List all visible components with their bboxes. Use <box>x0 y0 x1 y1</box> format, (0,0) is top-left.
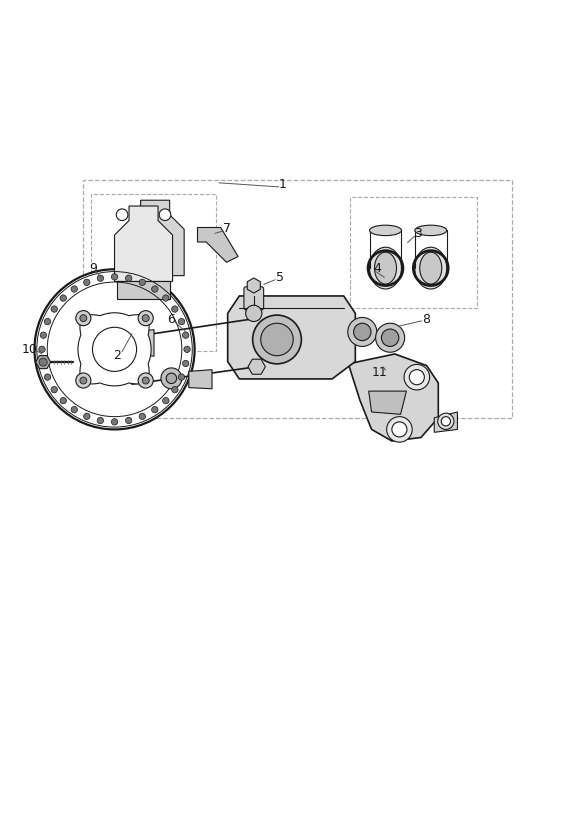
Circle shape <box>171 306 178 312</box>
Circle shape <box>76 373 91 388</box>
Polygon shape <box>78 313 151 386</box>
Circle shape <box>80 377 87 384</box>
Polygon shape <box>198 227 238 262</box>
Circle shape <box>245 305 262 321</box>
Polygon shape <box>368 391 406 414</box>
Circle shape <box>125 275 132 281</box>
Circle shape <box>138 373 153 388</box>
Circle shape <box>44 374 51 381</box>
Circle shape <box>184 346 190 353</box>
Circle shape <box>409 370 424 385</box>
Circle shape <box>76 311 91 325</box>
Circle shape <box>125 417 132 424</box>
Polygon shape <box>248 359 265 374</box>
Circle shape <box>159 209 171 221</box>
Circle shape <box>40 360 47 367</box>
Circle shape <box>152 286 158 293</box>
Circle shape <box>83 279 90 286</box>
Polygon shape <box>228 296 355 379</box>
Circle shape <box>111 419 118 425</box>
Circle shape <box>182 332 189 339</box>
FancyBboxPatch shape <box>244 287 264 310</box>
Circle shape <box>142 315 149 321</box>
Ellipse shape <box>420 252 442 284</box>
Circle shape <box>166 373 177 383</box>
Circle shape <box>178 374 185 381</box>
Circle shape <box>348 317 377 346</box>
Circle shape <box>441 417 451 426</box>
Circle shape <box>71 406 78 413</box>
Circle shape <box>40 332 47 339</box>
Circle shape <box>111 274 118 280</box>
Ellipse shape <box>370 247 402 289</box>
Circle shape <box>60 295 66 302</box>
Circle shape <box>152 406 158 413</box>
Circle shape <box>387 417 412 442</box>
Polygon shape <box>434 412 458 433</box>
Circle shape <box>139 413 146 419</box>
Circle shape <box>438 413 454 429</box>
Circle shape <box>381 329 399 346</box>
Text: 11: 11 <box>372 366 388 379</box>
Polygon shape <box>126 200 184 276</box>
Circle shape <box>163 295 169 302</box>
Circle shape <box>39 358 47 366</box>
Circle shape <box>142 377 149 384</box>
Polygon shape <box>96 334 110 349</box>
Ellipse shape <box>374 252 396 284</box>
Polygon shape <box>117 282 170 299</box>
Text: 6: 6 <box>167 312 175 325</box>
Circle shape <box>139 279 146 286</box>
Circle shape <box>39 346 45 353</box>
Text: 10: 10 <box>22 343 37 356</box>
Circle shape <box>51 306 57 312</box>
Text: 3: 3 <box>414 227 422 240</box>
Circle shape <box>404 364 430 390</box>
Circle shape <box>93 327 136 372</box>
Circle shape <box>261 323 293 356</box>
Circle shape <box>97 417 104 424</box>
Ellipse shape <box>415 247 447 289</box>
Circle shape <box>118 339 126 346</box>
Circle shape <box>178 318 185 325</box>
Circle shape <box>51 386 57 393</box>
Circle shape <box>392 422 407 437</box>
Circle shape <box>60 397 66 404</box>
Circle shape <box>97 275 104 281</box>
Text: 4: 4 <box>374 261 381 274</box>
Polygon shape <box>36 356 51 368</box>
Polygon shape <box>247 278 261 293</box>
Circle shape <box>171 386 178 393</box>
Circle shape <box>44 318 51 325</box>
Circle shape <box>375 323 405 352</box>
Circle shape <box>161 368 182 389</box>
Text: 9: 9 <box>89 261 97 274</box>
Circle shape <box>71 286 78 293</box>
Text: 8: 8 <box>422 312 430 325</box>
Polygon shape <box>114 206 173 282</box>
Text: 1: 1 <box>279 178 287 191</box>
Circle shape <box>34 269 195 429</box>
Circle shape <box>252 315 301 364</box>
Polygon shape <box>189 370 212 389</box>
Ellipse shape <box>415 225 447 236</box>
Ellipse shape <box>370 225 402 236</box>
Circle shape <box>182 360 189 367</box>
Circle shape <box>113 334 131 351</box>
Circle shape <box>80 315 87 321</box>
Circle shape <box>116 209 128 221</box>
Circle shape <box>138 311 153 325</box>
Polygon shape <box>126 330 154 356</box>
Text: 2: 2 <box>114 349 121 362</box>
Circle shape <box>353 323 371 340</box>
Text: 7: 7 <box>223 222 230 235</box>
Circle shape <box>163 397 169 404</box>
Text: 5: 5 <box>276 271 284 284</box>
Polygon shape <box>349 354 438 441</box>
Circle shape <box>83 413 90 419</box>
